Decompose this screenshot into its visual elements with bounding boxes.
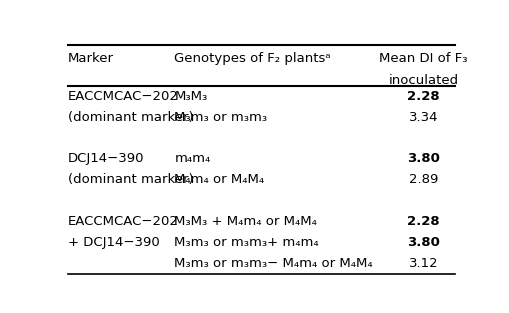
Text: M₄m₄ or M₄M₄: M₄m₄ or M₄M₄: [174, 173, 264, 186]
Text: 3.12: 3.12: [408, 257, 437, 270]
Text: 3.80: 3.80: [406, 152, 439, 165]
Text: m₄m₄: m₄m₄: [174, 152, 210, 165]
Text: M₃M₃ + M₄m₄ or M₄M₄: M₃M₃ + M₄m₄ or M₄M₄: [174, 215, 317, 228]
Text: Marker: Marker: [68, 52, 114, 65]
Text: 2.28: 2.28: [406, 90, 439, 103]
Text: Genotypes of F₂ plantsᵃ: Genotypes of F₂ plantsᵃ: [174, 52, 330, 65]
Text: Mean DI of F₃: Mean DI of F₃: [378, 52, 467, 65]
Text: 2.89: 2.89: [408, 173, 437, 186]
Text: (dominant marker): (dominant marker): [68, 173, 193, 186]
Text: M₃m₃ or m₃m₃− M₄m₄ or M₄M₄: M₃m₃ or m₃m₃− M₄m₄ or M₄M₄: [174, 257, 372, 270]
Text: (dominant marker): (dominant marker): [68, 110, 193, 124]
Text: EACCMCAC−202: EACCMCAC−202: [68, 215, 178, 228]
Text: M₃m₃ or m₃m₃+ m₄m₄: M₃m₃ or m₃m₃+ m₄m₄: [174, 236, 319, 249]
Text: EACCMCAC−202: EACCMCAC−202: [68, 90, 178, 103]
Text: 3.80: 3.80: [406, 236, 439, 249]
Text: DCJ14−390: DCJ14−390: [68, 152, 144, 165]
Text: M₃M₃: M₃M₃: [174, 90, 207, 103]
Text: M₃m₃ or m₃m₃: M₃m₃ or m₃m₃: [174, 110, 267, 124]
Text: + DCJ14−390: + DCJ14−390: [68, 236, 159, 249]
Text: inoculated: inoculated: [388, 74, 458, 87]
Text: 3.34: 3.34: [408, 110, 437, 124]
Text: 2.28: 2.28: [406, 215, 439, 228]
